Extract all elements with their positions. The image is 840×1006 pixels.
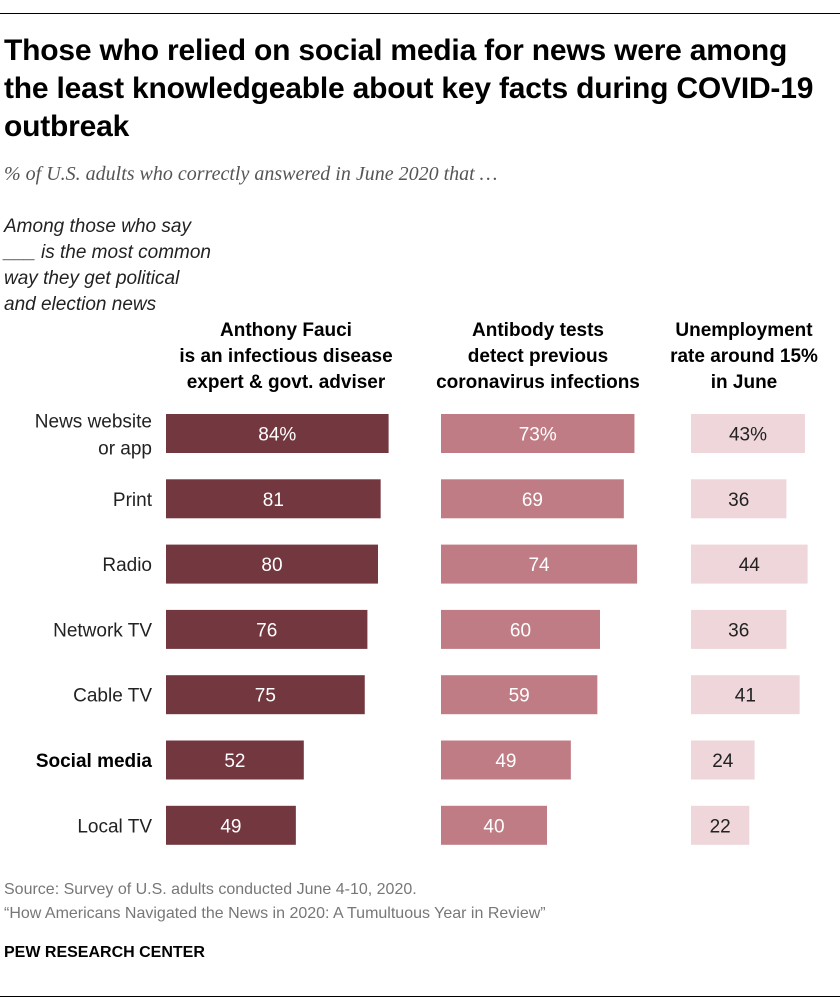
data-label-antibody: 73% [519,425,557,446]
data-label-unemployment: 22 [710,816,731,837]
bar-fauci [166,609,368,649]
column-header-antibody: Antibody tests detect previous coronavirus… [416,318,660,396]
bar-unemployment [691,805,750,845]
bar-antibody [441,479,624,519]
category-label-line: Radio [102,555,152,576]
column-header-fauci: Anthony Fauci is an infectious disease exp… [166,318,406,396]
data-label-fauci: 80 [261,555,282,576]
bar-fauci [166,479,381,519]
data-label-fauci: 52 [224,751,245,772]
bar-antibody [441,414,635,453]
data-label-unemployment: 44 [739,555,761,576]
category-label-line: Cable TV [73,686,152,707]
category-label: Print [113,490,153,511]
bottom-rule [0,996,840,997]
chart-subtitle: % of U.S. adults who correctly answered … [4,163,498,185]
category-label: Social media [36,751,153,772]
bar-antibody [441,675,598,715]
data-label-unemployment: 41 [735,686,756,707]
category-label-line: Network TV [53,620,152,641]
data-label-unemployment: 36 [728,490,749,511]
bar-unemployment [691,740,755,780]
top-rule [0,13,840,14]
bar-fauci [166,544,378,584]
source-line: Source: Survey of U.S. adults conducted … [4,881,417,898]
bar-unemployment [691,675,800,715]
column-header-line: coronavirus infections [436,372,640,393]
category-label-line: or app [98,439,152,460]
category-label: Network TV [53,620,152,641]
category-label: Local TV [77,816,152,837]
category-label-line: Local TV [77,816,152,837]
report-line: “How Americans Navigated the News in 202… [4,905,546,922]
column-header-line: Unemployment [675,320,813,341]
bar-unemployment [691,544,808,584]
data-label-fauci: 84% [258,425,296,446]
data-label-unemployment: 24 [712,751,734,772]
category-label: Cable TV [73,686,152,707]
data-label-unemployment: 43% [729,425,767,446]
bar-antibody [441,740,571,780]
bar-chart: News website or app 84% 73% 43% Print 81 69 36 Ra… [35,412,808,845]
column-header-line: rate around 15% [670,346,818,367]
data-label-fauci: 49 [220,816,241,837]
data-label-antibody: 60 [510,620,531,641]
bar-antibody [441,544,638,584]
data-label-antibody: 40 [483,816,504,837]
data-label-fauci: 76 [256,620,277,641]
column-header-line: in June [710,372,778,393]
column-header-unemployment: Unemployment rate around 15% in June [652,318,836,396]
category-label-line: News website [35,412,152,433]
bar-antibody [441,609,600,649]
data-label-antibody: 69 [522,490,543,511]
column-header-line: expert & govt. adviser [186,372,386,393]
pew-logo-text: PEW RESEARCH CENTER [4,944,205,961]
row-stub-label: Among those who say ___ is the most comm… [4,216,211,315]
category-label-line: Social media [36,751,153,772]
data-label-antibody: 74 [528,555,550,576]
data-label-antibody: 49 [495,751,516,772]
bar-antibody [441,805,547,845]
bar-unemployment [691,414,805,453]
category-label: Radio [102,555,152,576]
data-label-unemployment: 36 [728,620,749,641]
bar-unemployment [691,479,787,519]
column-header-line: Anthony Fauci [220,320,352,341]
bar-fauci [166,740,304,780]
column-header-line: detect previous [467,346,609,367]
category-label-line: Print [113,490,153,511]
source-note: Source: Survey of U.S. adults conducted … [4,878,824,926]
chart-title: Those who relied on social media for new… [4,34,814,143]
bar-unemployment [691,609,787,649]
category-label: News website or app [35,412,152,460]
data-label-antibody: 59 [509,686,530,707]
bar-fauci [166,805,296,845]
column-header-line: Antibody tests [472,320,604,341]
bar-fauci [166,414,389,453]
data-label-fauci: 75 [255,686,276,707]
bar-fauci [166,675,365,715]
column-header-line: is an infectious disease [179,346,393,367]
data-label-fauci: 81 [263,490,284,511]
